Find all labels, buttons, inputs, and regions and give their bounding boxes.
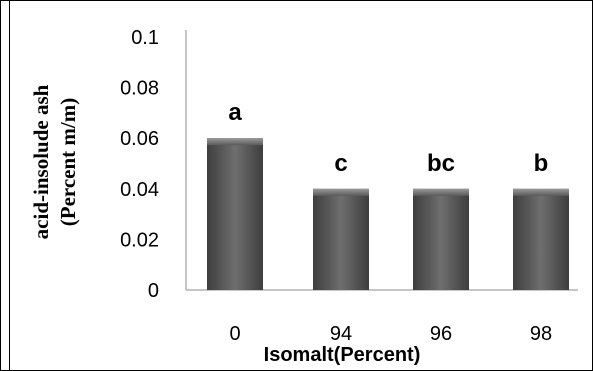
x-tick-labels: 0 94 96 98 <box>229 323 552 345</box>
y-tick-labels: 0 0.02 0.04 0.06 0.08 0.1 <box>120 27 159 302</box>
bar-body <box>413 188 469 290</box>
bar-cap <box>313 188 369 196</box>
bar-significance-label: b <box>534 150 549 177</box>
bar <box>313 188 369 290</box>
bar-significance-label: a <box>228 99 242 126</box>
bar-labels: a c bc b <box>228 99 548 177</box>
y-tick-label: 0.08 <box>120 78 159 100</box>
bar-significance-label: bc <box>427 150 455 177</box>
y-axis-title-line2: (Percent m/m) <box>56 98 80 226</box>
x-tick-label: 0 <box>229 323 240 345</box>
x-tick-label: 98 <box>530 323 552 345</box>
bar-significance-label: c <box>334 150 347 177</box>
bar-cap <box>513 188 569 196</box>
y-tick-label: 0.02 <box>120 229 159 251</box>
y-tick-label: 0 <box>148 280 159 302</box>
bar-cap <box>413 188 469 196</box>
bars <box>207 138 569 290</box>
y-tick-label: 0.06 <box>120 128 159 150</box>
bar-body <box>313 188 369 290</box>
y-tick-label: 0.1 <box>131 27 159 49</box>
bar <box>413 188 469 290</box>
x-axis-title: Isomalt(Percent) <box>264 344 421 366</box>
y-axis-title-line1: acid-insolude ash <box>29 84 53 239</box>
x-tick-label: 96 <box>430 323 452 345</box>
bar-body <box>513 188 569 290</box>
bar <box>207 138 263 290</box>
bar <box>513 188 569 290</box>
bar-body <box>207 138 263 290</box>
y-tick-label: 0.04 <box>120 179 159 201</box>
x-tick-label: 94 <box>330 323 352 345</box>
bar-cap <box>207 138 263 146</box>
